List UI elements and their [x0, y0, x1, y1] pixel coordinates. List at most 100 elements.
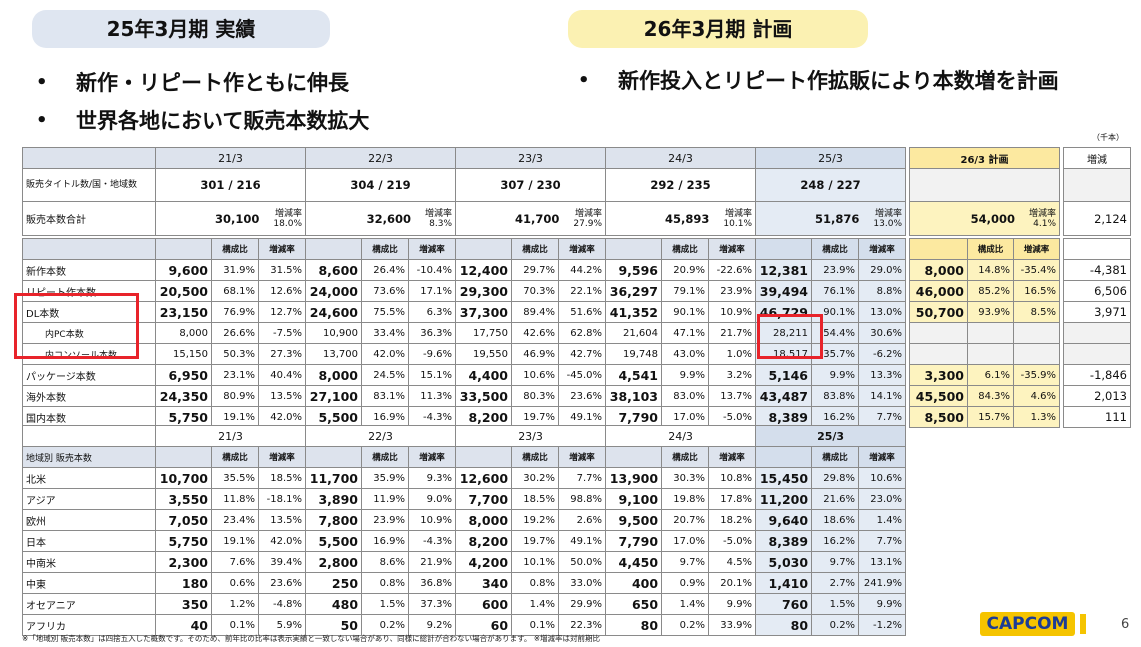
ratio-cell: 19.2% [511, 509, 560, 531]
ratio-cell: 10.1% [511, 551, 560, 573]
plan-cell: 8.5% [1013, 301, 1060, 323]
rate-cell: 50.0% [558, 551, 607, 573]
ratio-cell: 30.3% [661, 467, 710, 489]
ratio-cell: 16.2% [811, 530, 860, 552]
rate-cell: 10.9% [708, 301, 756, 323]
value-cell: 80 [605, 614, 663, 636]
rate-cell: 23.0% [858, 488, 907, 510]
year-header: 21/3 [155, 147, 306, 169]
table-row: 内コンソール本数 15,150 50.3% 27.3% 13,700 42.0% -9.6%… [22, 343, 1131, 365]
ratio-cell: 76.9% [211, 301, 259, 323]
plan-cell [1013, 322, 1060, 344]
ratio-cell: 0.2% [811, 614, 860, 636]
ratio-cell: 42.0% [361, 343, 409, 365]
rate-cell: 49.1% [558, 530, 607, 552]
value-cell: 8,389 [755, 406, 812, 428]
ratio-subheader: 構成比 [661, 446, 710, 468]
titles-value: 292 / 235 [605, 168, 756, 202]
diff-cell: 111 [1063, 406, 1131, 428]
value-cell: 10,900 [305, 322, 362, 344]
value-cell: 760 [755, 593, 813, 615]
rate-cell: 42.0% [257, 530, 307, 552]
value-cell: 7,050 [155, 509, 212, 531]
value-cell: 8,389 [755, 530, 813, 552]
region-label: アフリカ [22, 614, 156, 636]
highlight-dl-rows [14, 293, 139, 359]
rate-cell: 13.0% [858, 301, 906, 323]
value-cell: 80 [755, 614, 813, 636]
ratio-cell: 0.1% [511, 614, 560, 636]
row-label: 新作本数 [22, 259, 156, 281]
rate-cell: 10.8% [708, 467, 757, 489]
rate-cell: 30.6% [858, 322, 906, 344]
table-row: 内PC本数 8,000 26.6% -7.5% 10,900 33.4% 36.3% 17,7… [22, 322, 1131, 344]
value-cell: 6,950 [155, 364, 212, 386]
rate-cell: 17.8% [708, 488, 757, 510]
table-row: 新作本数 9,600 31.9% 31.5% 8,600 26.4% -10.4% 12,40… [22, 259, 1131, 281]
rate-cell: 23.6% [257, 572, 307, 594]
rate-cell: -7.5% [258, 322, 306, 344]
rate-subheader: 増減率 [708, 446, 757, 468]
rate-cell: 12.7% [258, 301, 306, 323]
rate-cell: 39.4% [257, 551, 307, 573]
rate-cell: -10.4% [408, 259, 456, 281]
value-cell: 10,700 [155, 467, 212, 489]
ratio-subheader: 構成比 [511, 446, 560, 468]
row-label: 海外本数 [22, 385, 156, 407]
summary-table: 21/3 22/3 23/3 24/3 25/3 26/3 計画 増減 販売タイ… [22, 147, 1131, 236]
ratio-subheader: 構成比 [967, 238, 1014, 260]
rate-cell: 20.1% [708, 572, 757, 594]
value-cell: 12,600 [455, 467, 513, 489]
breakdown-table: 構成比 増減率 構成比 増減率 構成比 増減率 構成比 増減率 構成比 増減率 構成比 増減率 新作本数… [22, 238, 1131, 428]
rate-cell: 33.0% [558, 572, 607, 594]
region-label: 中南米 [22, 551, 156, 573]
row-label: パッケージ本数 [22, 364, 156, 386]
value-cell: 4,400 [455, 364, 512, 386]
plan-cell [909, 322, 968, 344]
ratio-subheader: 構成比 [511, 238, 559, 260]
footnote: ※「地域別 販売本数」は四捨五入した概数です。そのため、前年比の比率は表示実績と… [22, 634, 601, 643]
rate-value: 10.1% [723, 218, 752, 229]
value-cell: 20,500 [155, 280, 212, 302]
value-cell: 8,200 [455, 530, 513, 552]
titles-value: 248 / 227 [755, 168, 906, 202]
ratio-cell: 46.9% [511, 343, 559, 365]
value-cell: 50 [305, 614, 363, 636]
region-label: 中東 [22, 572, 156, 594]
plan-cell: 50,700 [909, 301, 968, 323]
value-cell: 9,596 [605, 259, 662, 281]
year-header: 22/3 [305, 425, 457, 447]
ratio-cell: 0.8% [511, 572, 560, 594]
plan-cell: 4.6% [1013, 385, 1060, 407]
value-cell: 11,700 [305, 467, 363, 489]
value-cell: 2,300 [155, 551, 212, 573]
rate-subheader: 増減率 [858, 446, 907, 468]
value-cell: 350 [155, 593, 212, 615]
rate-value: 8.3% [429, 218, 452, 229]
ratio-cell: 18.6% [811, 509, 860, 531]
plan-cell: 8,000 [909, 259, 968, 281]
year-header: 24/3 [605, 147, 756, 169]
ratio-cell: 9.9% [661, 364, 709, 386]
rate-cell: 10.6% [858, 467, 907, 489]
rate-label: 増減率 [574, 208, 602, 219]
rate-cell: 7.7% [858, 406, 906, 428]
value-cell: 650 [605, 593, 663, 615]
plan-cell: 85.2% [967, 280, 1014, 302]
ratio-cell: 23.9% [811, 259, 859, 281]
logo-bar [1080, 614, 1086, 634]
rate-cell: 21.7% [708, 322, 756, 344]
total-value: 51,876 [815, 211, 860, 226]
rate-cell: 13.5% [257, 509, 307, 531]
ratio-cell: 35.9% [361, 467, 410, 489]
year-header: 24/3 [605, 425, 757, 447]
value-cell: 9,640 [755, 509, 813, 531]
rate-cell: 13.5% [258, 385, 306, 407]
value-cell: 29,300 [455, 280, 512, 302]
ratio-cell: 50.3% [211, 343, 259, 365]
plan-cell: 93.9% [967, 301, 1014, 323]
table-row: 国内本数 5,750 19.1% 42.0% 5,500 16.9% -4.3% 8,200 1… [22, 406, 1131, 428]
ratio-cell: 75.5% [361, 301, 409, 323]
rate-label: 増減率 [1028, 208, 1056, 219]
ratio-cell: 0.8% [361, 572, 410, 594]
